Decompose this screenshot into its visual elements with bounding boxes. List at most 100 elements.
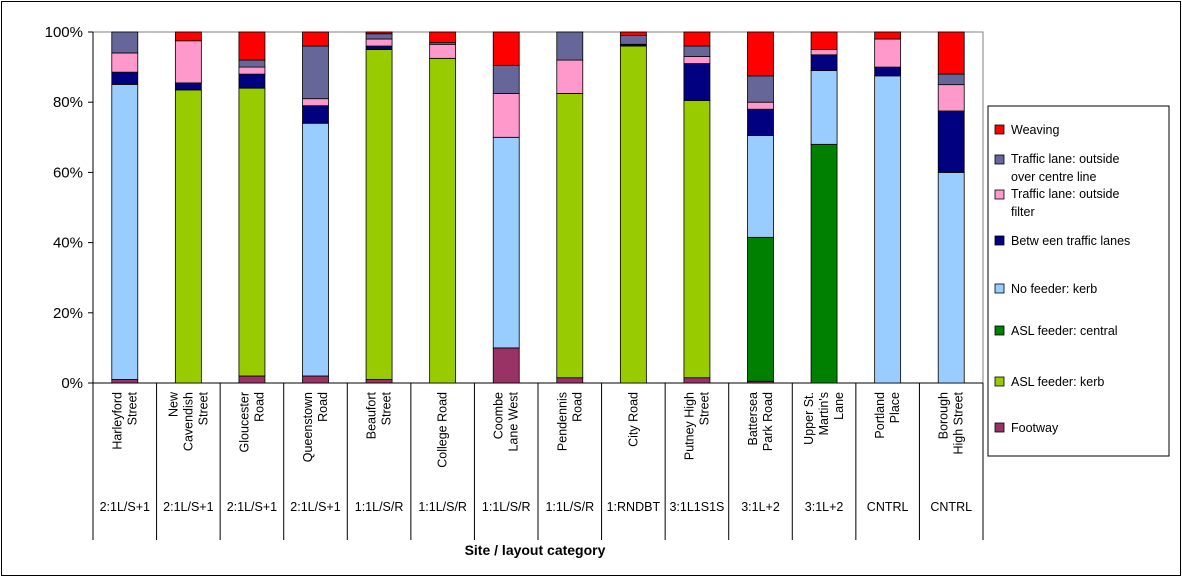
bar-segment xyxy=(302,45,329,100)
layout-code-label: 1:1L/S/R xyxy=(355,500,404,514)
y-tick-label: 40% xyxy=(53,235,83,252)
legend-swatch xyxy=(994,325,1005,336)
legend-label: Footway xyxy=(1011,421,1059,435)
layout-code-label: 3:1L+2 xyxy=(805,500,844,514)
bar-segment xyxy=(429,31,457,43)
bar-segment xyxy=(111,71,139,85)
bar-segment xyxy=(937,110,965,173)
category-label: Street xyxy=(125,391,139,425)
bar-segment xyxy=(747,101,774,110)
bar-segment xyxy=(302,122,329,377)
legend-swatch xyxy=(994,235,1005,246)
bar-segment xyxy=(810,54,838,72)
bar-segment xyxy=(683,45,711,57)
bar-segment xyxy=(111,52,139,73)
category-label: Lane West xyxy=(507,391,521,451)
bar-segment xyxy=(238,66,266,75)
bar-segment xyxy=(174,40,202,84)
category-label: Road xyxy=(570,392,584,422)
category-label: Street xyxy=(196,391,210,425)
bar-segment xyxy=(747,236,774,382)
bar-segment xyxy=(302,98,329,107)
bar-segment xyxy=(874,31,902,40)
bar-segment xyxy=(683,100,711,379)
bar-segment xyxy=(747,108,774,136)
bar-segment xyxy=(238,375,266,384)
layout-code-label: 1:1L/S/R xyxy=(482,500,531,514)
bar-segment xyxy=(619,45,647,384)
category-label: Putney High xyxy=(682,392,696,460)
bar-segment xyxy=(238,87,266,377)
bar-segment xyxy=(429,57,457,384)
category-label: Beaufort xyxy=(365,391,379,439)
category-label: Battersea xyxy=(746,392,760,446)
bar-segment xyxy=(747,75,774,103)
category-label: Place xyxy=(888,392,902,423)
bar-segment xyxy=(174,31,202,42)
bar-segment xyxy=(492,31,520,66)
category-label: Road xyxy=(316,392,330,422)
y-tick-label: 20% xyxy=(53,305,83,322)
legend-swatch xyxy=(994,283,1005,294)
bar-segment xyxy=(683,377,711,384)
bar-segment xyxy=(492,64,520,94)
bars xyxy=(111,31,965,384)
bar-segment xyxy=(619,31,647,36)
bar-segment xyxy=(747,31,774,77)
category-label: Harleyford xyxy=(110,392,124,450)
category-label: Martin's xyxy=(817,392,831,435)
legend-label: Betw een traffic lanes xyxy=(1011,234,1130,248)
legend-swatch xyxy=(994,154,1005,165)
bar-segment xyxy=(937,73,965,86)
bar-segment xyxy=(874,75,902,384)
y-tick-label: 0% xyxy=(61,375,83,392)
category-label: Street xyxy=(697,391,711,425)
layout-code-label: 2:1L/S+1 xyxy=(290,500,340,514)
bar-segment xyxy=(810,70,838,145)
legend-label: filter xyxy=(1011,205,1035,219)
bar-segment xyxy=(302,105,329,124)
bar-segment xyxy=(238,59,266,68)
bar-segment xyxy=(365,379,393,384)
bar-segment xyxy=(111,379,139,384)
legend-swatch xyxy=(994,422,1005,433)
bar-segment xyxy=(492,93,520,138)
layout-code-label: 2:1L/S+1 xyxy=(227,500,277,514)
bar-segment xyxy=(556,31,584,61)
category-label: Queenstown xyxy=(301,392,315,462)
category-label: High Street xyxy=(952,391,966,454)
bar-segment xyxy=(747,135,774,238)
bar-segment xyxy=(937,84,965,112)
bar-segment xyxy=(492,136,520,349)
bar-segment xyxy=(937,31,965,75)
bar-segment xyxy=(238,73,266,89)
layout-code-label: CNTRL xyxy=(930,500,972,514)
bar-segment xyxy=(810,143,838,384)
category-label: Coombe xyxy=(492,392,506,439)
layout-code-label: 3:1L1S1S xyxy=(669,500,724,514)
bar-segment xyxy=(365,38,393,47)
layout-code-label: 3:1L+2 xyxy=(741,500,780,514)
legend-label: ASL feeder: central xyxy=(1011,324,1118,338)
y-tick-label: 60% xyxy=(53,164,83,181)
legend-label: Traffic lane: outside xyxy=(1011,187,1119,201)
legend-swatch xyxy=(994,376,1005,387)
bar-segment xyxy=(683,56,711,64)
bar-segment xyxy=(238,31,266,61)
legend-label: ASL feeder: kerb xyxy=(1011,375,1104,389)
bar-segment xyxy=(810,49,838,56)
bar-segment xyxy=(683,31,711,47)
category-label: Cavendish xyxy=(181,392,195,451)
bar-segment xyxy=(874,38,902,68)
bar-segment xyxy=(874,66,902,77)
legend-swatch xyxy=(994,189,1005,200)
category-label: Street xyxy=(380,391,394,425)
bar-segment xyxy=(111,31,139,54)
bar-segment xyxy=(111,83,139,380)
bar-segment xyxy=(810,31,838,50)
category-label: Upper St. xyxy=(802,392,816,445)
bar-segment xyxy=(937,171,965,384)
bar-segment xyxy=(429,43,457,59)
category-label: Portland xyxy=(873,392,887,439)
